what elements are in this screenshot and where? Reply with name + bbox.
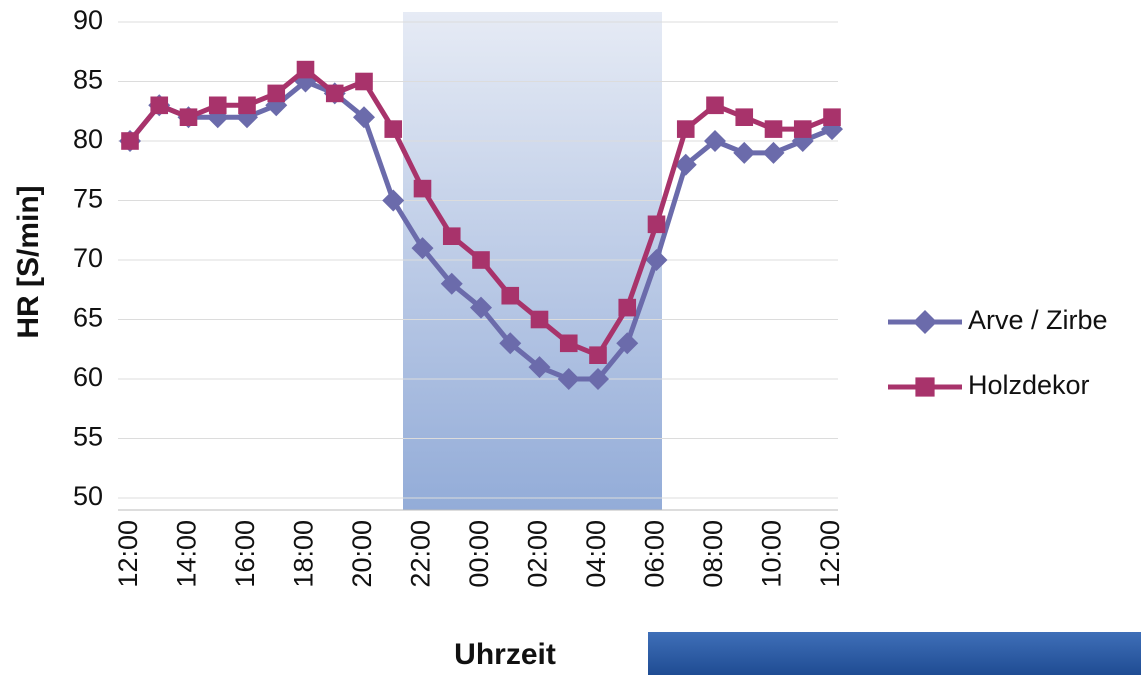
marker — [501, 286, 520, 305]
y-axis-label: HR [S/min] — [12, 185, 45, 338]
marker — [296, 60, 315, 79]
marker — [823, 108, 841, 126]
marker — [645, 249, 668, 271]
legend-label: Arve / Zirbe — [968, 305, 1108, 335]
legend-label: Holzdekor — [968, 370, 1090, 400]
y-tick-label: 80 — [73, 124, 103, 154]
marker — [238, 96, 256, 115]
y-tick-label: 65 — [73, 303, 103, 333]
marker — [618, 298, 637, 317]
x-tick-label: 12:00 — [815, 520, 845, 588]
marker — [764, 120, 783, 138]
y-tick-label: 70 — [73, 243, 103, 273]
marker — [559, 334, 578, 353]
x-tick-label: 20:00 — [347, 520, 377, 588]
x-tick-label: 02:00 — [523, 520, 553, 588]
marker — [762, 141, 785, 164]
marker — [793, 120, 812, 138]
y-tick-label: 50 — [73, 481, 103, 511]
marker — [179, 108, 198, 126]
marker — [353, 106, 375, 129]
marker — [530, 310, 549, 329]
marker — [915, 377, 935, 397]
marker — [733, 141, 756, 164]
marker — [121, 132, 139, 150]
marker — [704, 130, 726, 152]
x-tick-label: 08:00 — [698, 520, 728, 588]
marker — [647, 215, 666, 234]
marker — [557, 368, 580, 390]
y-tick-label: 75 — [73, 184, 103, 214]
night-band — [403, 12, 662, 510]
x-tick-label: 00:00 — [464, 520, 494, 588]
marker — [267, 84, 286, 103]
marker — [616, 332, 639, 355]
marker — [325, 84, 344, 103]
marker — [470, 296, 492, 319]
marker — [528, 356, 551, 379]
marker — [674, 153, 697, 176]
marker — [413, 179, 432, 198]
marker — [384, 120, 403, 138]
y-tick-label: 90 — [73, 5, 103, 35]
x-tick-label: 22:00 — [406, 520, 436, 588]
x-tick-label: 10:00 — [757, 520, 787, 588]
y-tick-label: 85 — [73, 65, 103, 95]
image-fragment — [648, 632, 1141, 675]
marker — [472, 251, 490, 269]
x-tick-label: 12:00 — [113, 520, 143, 588]
x-tick-label: 16:00 — [230, 520, 260, 588]
marker — [208, 96, 227, 115]
marker — [150, 96, 169, 115]
x-tick-label: 04:00 — [581, 520, 611, 588]
marker — [676, 120, 695, 138]
marker — [442, 227, 461, 245]
marker — [587, 368, 609, 390]
marker — [440, 272, 463, 295]
marker — [411, 237, 434, 260]
marker — [735, 108, 754, 126]
marker — [355, 72, 373, 91]
x-tick-label: 18:00 — [289, 520, 319, 588]
y-tick-label: 60 — [73, 362, 103, 392]
x-tick-label: 06:00 — [640, 520, 670, 588]
marker — [913, 310, 937, 334]
marker — [589, 346, 607, 364]
marker — [382, 189, 405, 212]
x-axis-label: Uhrzeit — [454, 638, 556, 671]
y-tick-label: 55 — [73, 422, 103, 452]
marker — [821, 118, 843, 141]
marker — [706, 96, 724, 115]
marker — [499, 332, 522, 355]
x-tick-label: 14:00 — [172, 520, 202, 588]
